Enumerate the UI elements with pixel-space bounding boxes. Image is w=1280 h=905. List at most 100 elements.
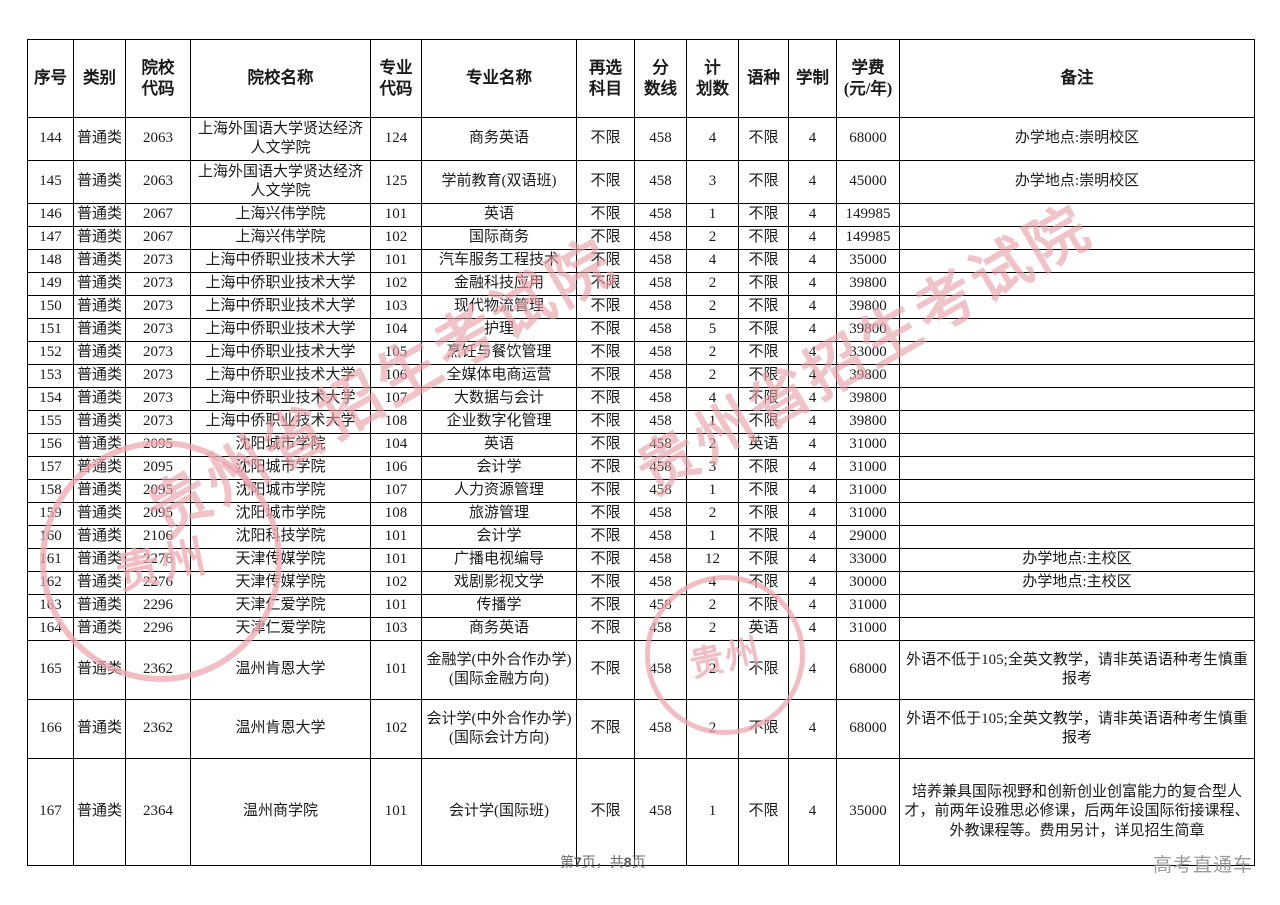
cell-major-code: 106 [370,456,422,480]
cell-category: 普通类 [73,548,126,572]
table-row: 156 普通类 2095 沈阳城市学院 104 英语 不限 458 2 英语 4 31000 [27,433,1255,457]
table-row: 164 普通类 2296 天津仁爱学院 103 商务英语 不限 458 2 英语 4 31000 [27,617,1255,641]
cell-fee: 33000 [836,341,900,365]
cell-school-code: 2073 [125,272,191,296]
cell-plan-count: 2 [686,502,739,526]
table-row: 165 普通类 2362 温州肯恩大学 101 金融学(中外合作办学)(国际金融方向) 不限… [27,640,1255,700]
cell-language: 不限 [738,758,789,866]
cell-plan-count: 2 [686,295,739,319]
cell-category: 普通类 [73,433,126,457]
cell-category: 普通类 [73,226,126,250]
cell-major-code: 102 [370,226,422,250]
cell-plan-count: 4 [686,249,739,273]
cell-plan-count: 1 [686,410,739,434]
cell-reselect-subject: 不限 [576,456,635,480]
cell-plan-count: 2 [686,364,739,388]
cell-plan-count: 2 [686,341,739,365]
cell-school-name: 沈阳城市学院 [190,502,371,526]
cell-seq: 165 [27,640,74,700]
cell-reselect-subject: 不限 [576,387,635,411]
cell-plan-count: 4 [686,571,739,595]
cell-category: 普通类 [73,364,126,388]
header-plan-line2: 划数 [696,78,729,98]
cell-major-code: 124 [370,117,422,161]
cell-years: 4 [788,548,837,572]
cell-reselect-subject: 不限 [576,479,635,503]
cell-language: 不限 [738,117,789,161]
cell-score-line: 458 [634,203,687,227]
header-major-code: 专业 代码 [370,39,422,118]
table-row: 146 普通类 2067 上海兴伟学院 101 英语 不限 458 1 不限 4 149985 [27,203,1255,227]
cell-school-name: 天津传媒学院 [190,548,371,572]
cell-language: 不限 [738,479,789,503]
cell-years: 4 [788,525,837,549]
header-score-line1: 分 [652,58,669,78]
cell-major-code: 102 [370,272,422,296]
cell-seq: 157 [27,456,74,480]
cell-fee: 31000 [836,594,900,618]
cell-school-code: 2063 [125,160,191,204]
cell-school-code: 2073 [125,410,191,434]
cell-years: 4 [788,433,837,457]
header-plan-count: 计 划数 [686,39,739,118]
cell-school-code: 2276 [125,548,191,572]
cell-category: 普通类 [73,617,126,641]
cell-school-name: 上海中侨职业技术大学 [190,341,371,365]
cell-fee: 39800 [836,410,900,434]
cell-remark [899,226,1255,250]
cell-remark [899,525,1255,549]
cell-plan-count: 12 [686,548,739,572]
page-indicator: 第7页，共8页 [560,852,646,872]
cell-school-name: 上海外国语大学贤达经济人文学院 [190,160,371,204]
cell-major-name: 现代物流管理 [421,295,577,319]
cell-reselect-subject: 不限 [576,640,635,700]
cell-language: 不限 [738,410,789,434]
cell-major-name: 国际商务 [421,226,577,250]
cell-school-name: 上海中侨职业技术大学 [190,410,371,434]
cell-remark: 办学地点:主校区 [899,548,1255,572]
page-total: 8 [623,854,632,870]
page-prefix: 第 [560,854,574,870]
header-reselect-line1: 再选 [589,58,622,78]
cell-category: 普通类 [73,479,126,503]
cell-major-name: 会计学 [421,456,577,480]
cell-years: 4 [788,410,837,434]
cell-reselect-subject: 不限 [576,364,635,388]
cell-major-code: 104 [370,433,422,457]
cell-score-line: 458 [634,479,687,503]
cell-reselect-subject: 不限 [576,226,635,250]
cell-plan-count: 2 [686,272,739,296]
cell-major-code: 101 [370,548,422,572]
cell-plan-count: 2 [686,640,739,700]
cell-language: 英语 [738,617,789,641]
cell-school-code: 2073 [125,295,191,319]
cell-score-line: 458 [634,548,687,572]
cell-school-code: 2067 [125,226,191,250]
cell-remark [899,479,1255,503]
cell-major-name: 会计学(国际班) [421,758,577,866]
cell-seq: 159 [27,502,74,526]
cell-years: 4 [788,571,837,595]
cell-seq: 162 [27,571,74,595]
cell-school-code: 2364 [125,758,191,866]
cell-school-name: 温州肯恩大学 [190,640,371,700]
cell-language: 不限 [738,203,789,227]
cell-reselect-subject: 不限 [576,203,635,227]
cell-plan-count: 2 [686,699,739,759]
cell-years: 4 [788,387,837,411]
cell-reselect-subject: 不限 [576,699,635,759]
cell-years: 4 [788,318,837,342]
cell-category: 普通类 [73,387,126,411]
cell-category: 普通类 [73,456,126,480]
cell-category: 普通类 [73,640,126,700]
cell-language: 不限 [738,387,789,411]
cell-score-line: 458 [634,433,687,457]
cell-years: 4 [788,272,837,296]
cell-category: 普通类 [73,318,126,342]
cell-language: 不限 [738,456,789,480]
cell-category: 普通类 [73,594,126,618]
cell-school-name: 上海中侨职业技术大学 [190,249,371,273]
cell-major-code: 101 [370,758,422,866]
cell-fee: 31000 [836,433,900,457]
cell-school-name: 上海中侨职业技术大学 [190,272,371,296]
